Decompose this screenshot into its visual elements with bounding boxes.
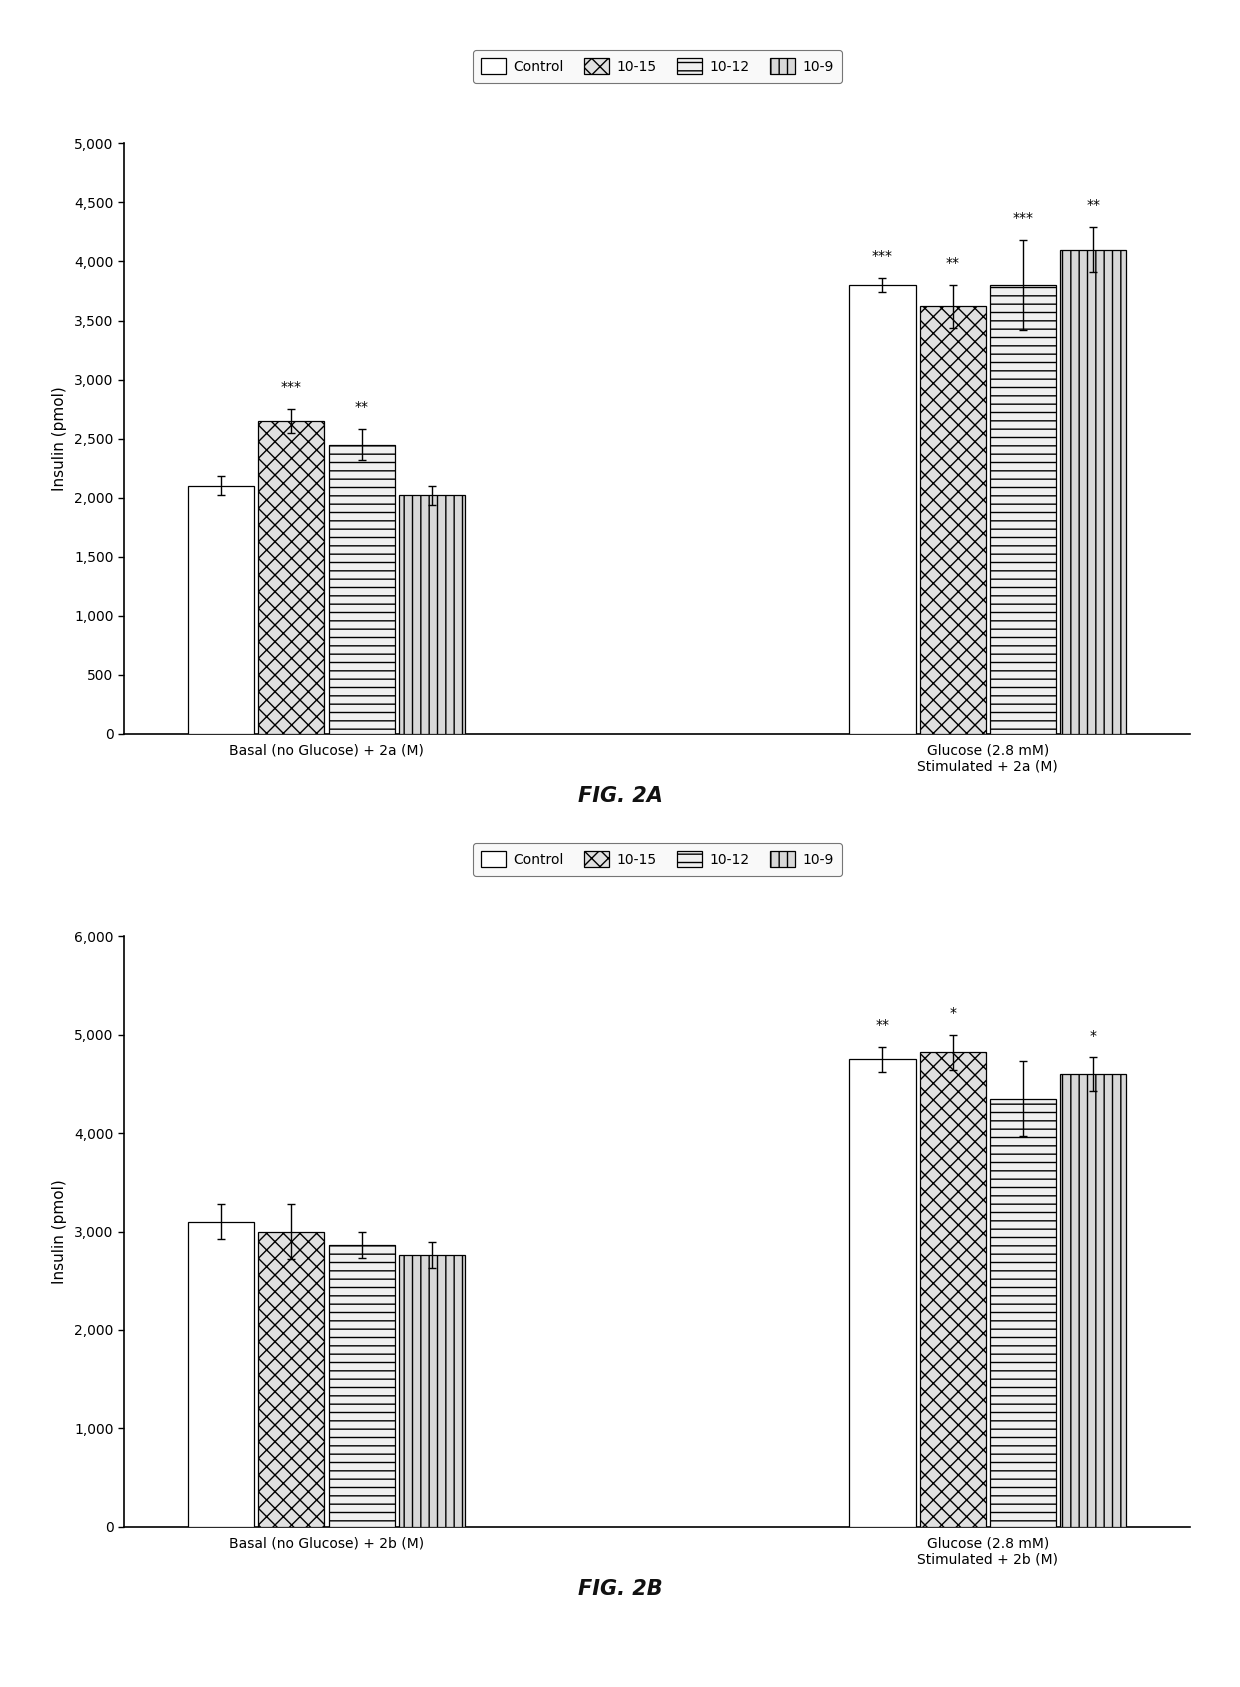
Text: *: *: [950, 1005, 956, 1021]
Y-axis label: Insulin (pmol): Insulin (pmol): [52, 386, 67, 491]
Bar: [990, 285, 1056, 734]
Y-axis label: Insulin (pmol): Insulin (pmol): [52, 1179, 67, 1284]
Bar: [258, 1232, 325, 1527]
Bar: [399, 1255, 465, 1527]
Text: **: **: [946, 256, 960, 270]
Bar: [329, 1245, 394, 1527]
Text: **: **: [875, 1017, 889, 1032]
Bar: [920, 307, 986, 734]
Text: **: **: [355, 400, 368, 415]
Text: FIG. 2B: FIG. 2B: [578, 1579, 662, 1599]
Bar: [849, 285, 915, 734]
Bar: [990, 1098, 1056, 1527]
Bar: [1060, 1075, 1126, 1527]
Text: FIG. 2A: FIG. 2A: [578, 786, 662, 806]
Text: ***: ***: [1013, 211, 1033, 226]
Bar: [258, 422, 325, 734]
Bar: [849, 1059, 915, 1527]
Bar: [920, 1053, 986, 1527]
Text: ***: ***: [872, 250, 893, 263]
Text: ***: ***: [281, 380, 301, 395]
Text: **: **: [1086, 199, 1100, 213]
Legend: Control, 10-15, 10-12, 10-9: Control, 10-15, 10-12, 10-9: [472, 51, 842, 83]
Bar: [188, 1221, 254, 1527]
Bar: [399, 496, 465, 734]
Bar: [329, 445, 394, 734]
Legend: Control, 10-15, 10-12, 10-9: Control, 10-15, 10-12, 10-9: [472, 844, 842, 876]
Bar: [188, 486, 254, 734]
Bar: [1060, 250, 1126, 734]
Text: *: *: [1090, 1029, 1096, 1043]
